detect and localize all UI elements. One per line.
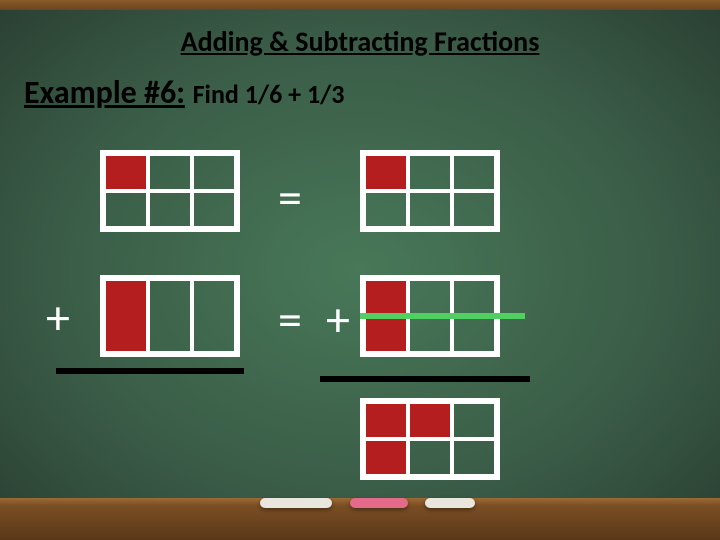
grid-cell xyxy=(148,191,192,228)
fraction-grid-b_thirds xyxy=(100,275,240,357)
grid-cell xyxy=(452,279,496,316)
equals-1: = xyxy=(278,168,302,227)
green-strike xyxy=(360,313,525,319)
grid-cell xyxy=(148,279,192,353)
grid-cell xyxy=(452,191,496,228)
chalk-white-1 xyxy=(260,498,332,508)
grid-cell xyxy=(452,439,496,476)
grid-cell xyxy=(192,191,236,228)
fraction-grid-a_sixths xyxy=(100,150,240,232)
board-frame-top xyxy=(0,0,720,10)
equals-2: = xyxy=(278,290,302,349)
fraction-grid-sum_sixths xyxy=(360,398,500,480)
grid-cell xyxy=(104,279,148,353)
grid-cell xyxy=(452,316,496,353)
grid-cell xyxy=(408,279,452,316)
chalk-tray xyxy=(0,504,720,540)
grid-cell xyxy=(148,154,192,191)
grid-cell xyxy=(192,154,236,191)
grid-cell xyxy=(364,191,408,228)
chalk-white-2 xyxy=(425,498,475,508)
grid-cell xyxy=(408,402,452,439)
sum-underline-right xyxy=(320,376,530,382)
grid-cell xyxy=(364,316,408,353)
grid-cell xyxy=(104,191,148,228)
grid-cell xyxy=(452,154,496,191)
fraction-grid-a_sixths_copy xyxy=(360,150,500,232)
plus-2: + xyxy=(326,290,350,349)
grid-cell xyxy=(452,402,496,439)
chalk-pink xyxy=(350,498,408,508)
grid-cell xyxy=(104,154,148,191)
grid-cell xyxy=(408,439,452,476)
grid-cell xyxy=(364,154,408,191)
grid-cell xyxy=(408,191,452,228)
grid-cell xyxy=(364,402,408,439)
grid-cell xyxy=(192,279,236,353)
example-label: Example #6: xyxy=(24,73,185,112)
grid-cell xyxy=(364,279,408,316)
sum-underline-left xyxy=(56,368,244,374)
example-line: Example #6: Find 1/6 + 1/3 xyxy=(24,73,720,112)
grid-cell xyxy=(408,316,452,353)
grid-cell xyxy=(408,154,452,191)
example-prompt: Find 1/6 + 1/3 xyxy=(193,78,345,110)
plus-1: + xyxy=(46,288,70,347)
grid-cell xyxy=(364,439,408,476)
